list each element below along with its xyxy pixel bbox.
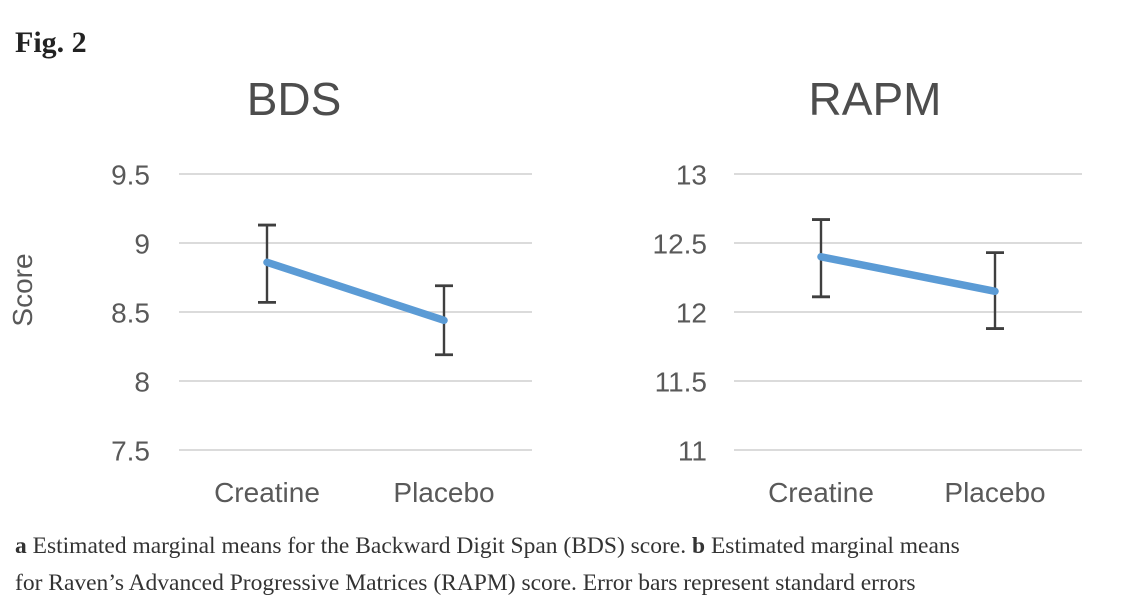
y-tick-label: 9 [134, 229, 150, 260]
caption-line: a Estimated marginal means for the Backw… [15, 528, 1115, 565]
caption-part-label: a [15, 533, 27, 559]
caption-text: for Raven’s Advanced Progressive Matrice… [15, 570, 916, 596]
figure-caption: a Estimated marginal means for the Backw… [15, 528, 1115, 602]
y-tick-label: 8.5 [111, 298, 150, 329]
y-axis-label: Score [7, 253, 38, 326]
data-line [263, 258, 448, 325]
data-line [817, 253, 999, 296]
x-category-label: Creatine [768, 477, 874, 508]
caption-text: Estimated marginal means for the Backwar… [26, 533, 692, 559]
chart-title: BDS [247, 73, 342, 125]
x-category-label: Placebo [393, 477, 494, 508]
y-tick-label: 7.5 [111, 436, 150, 467]
y-tick-label: 13 [676, 160, 707, 191]
figure-label: Fig. 2 [15, 26, 87, 59]
y-tick-label: 9.5 [111, 160, 150, 191]
charts-row: 9.5 9 8.5 8 7.5 BDS Score Creatine Placebo 13 12.5… [7, 73, 1082, 508]
caption-line: for Raven’s Advanced Progressive Matrice… [15, 565, 1115, 602]
y-tick-label: 11.5 [655, 367, 707, 398]
bds-chart: 9.5 9 8.5 8 7.5 BDS Score Creatine Placebo [7, 73, 532, 508]
chart-title: RAPM [809, 73, 942, 125]
rapm-chart: 13 12.5 12 11.5 11 RAPM Creatine Placebo [653, 73, 1082, 508]
y-tick-label: 8 [134, 367, 150, 398]
x-category-label: Creatine [214, 477, 320, 508]
caption-text: Estimated marginal means [705, 533, 960, 559]
caption-part-label: b [692, 533, 706, 559]
y-tick-label: 12.5 [653, 229, 708, 260]
x-category-label: Placebo [944, 477, 1045, 508]
y-tick-label: 12 [676, 298, 707, 329]
y-tick-label: 11 [678, 436, 707, 467]
